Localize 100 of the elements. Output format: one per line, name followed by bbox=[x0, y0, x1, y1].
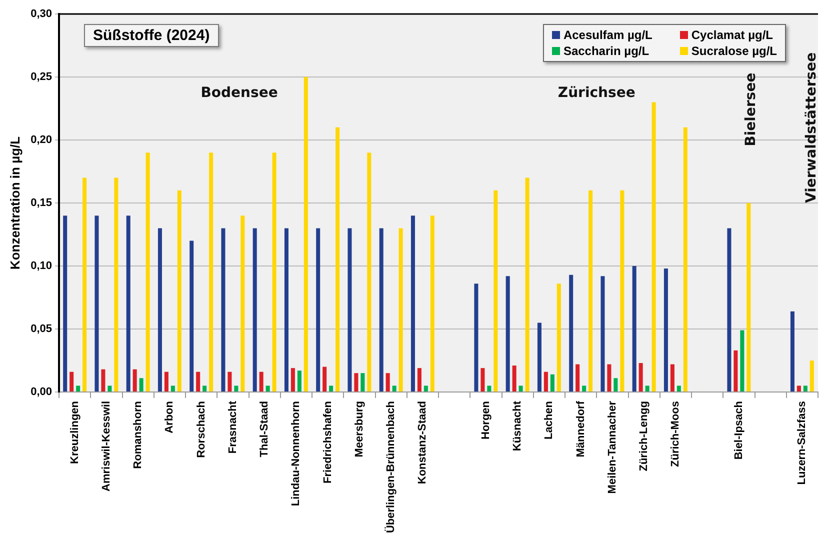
bar bbox=[607, 364, 612, 392]
x-tick-label: Küsnacht bbox=[512, 400, 524, 452]
bar bbox=[63, 216, 68, 392]
x-tick-label: Konstanz-Staad bbox=[416, 400, 429, 484]
bar bbox=[746, 203, 751, 392]
legend-label: Sucralose µg/L bbox=[691, 44, 777, 58]
bar bbox=[576, 364, 580, 392]
bar bbox=[221, 228, 226, 392]
bar bbox=[638, 363, 643, 392]
x-tick-label: Frasnacht bbox=[226, 400, 239, 454]
bar bbox=[266, 386, 270, 392]
bar bbox=[360, 373, 365, 392]
text: Süßstoffe (2024) bbox=[84, 24, 219, 47]
y-tick-label: 0,25 bbox=[30, 71, 52, 84]
bar bbox=[76, 386, 80, 392]
y-tick-label: 0,00 bbox=[30, 386, 52, 398]
bar bbox=[727, 228, 732, 392]
bar bbox=[252, 228, 257, 392]
bar bbox=[537, 322, 542, 392]
x-tick-label: Meersburg bbox=[353, 400, 366, 458]
annotation: Zürichsee bbox=[558, 85, 636, 102]
x-tick-label: Lachen bbox=[543, 400, 556, 440]
bar bbox=[620, 190, 624, 392]
bar bbox=[272, 152, 276, 392]
bar bbox=[417, 368, 422, 392]
bar bbox=[614, 378, 618, 392]
bar bbox=[556, 284, 561, 392]
bar bbox=[139, 378, 144, 392]
bar bbox=[367, 152, 372, 392]
bar bbox=[284, 228, 288, 392]
bar bbox=[550, 374, 554, 392]
annotation: Vierwaldstättersee bbox=[803, 52, 820, 203]
bar bbox=[94, 216, 99, 392]
bar bbox=[146, 152, 150, 392]
bar bbox=[114, 178, 118, 392]
bar bbox=[740, 330, 744, 392]
bar bbox=[297, 370, 302, 392]
bar bbox=[790, 311, 794, 392]
bar bbox=[600, 276, 605, 392]
bar bbox=[796, 386, 801, 392]
bar bbox=[132, 369, 137, 392]
legend-label: Acesulfam µg/L bbox=[563, 28, 652, 42]
bar bbox=[329, 386, 334, 392]
bar bbox=[664, 268, 668, 392]
bar bbox=[70, 372, 74, 392]
bar bbox=[518, 386, 523, 392]
bar bbox=[670, 364, 674, 392]
bar bbox=[386, 373, 390, 392]
bar bbox=[158, 228, 162, 392]
bar bbox=[316, 228, 320, 392]
bar bbox=[803, 386, 808, 392]
bar bbox=[810, 360, 814, 392]
bar bbox=[348, 228, 352, 392]
legend-label: Saccharin µg/L bbox=[563, 44, 650, 58]
x-tick-label: Horgen bbox=[480, 400, 492, 440]
bar bbox=[734, 350, 738, 392]
bar bbox=[487, 386, 492, 392]
bar bbox=[234, 386, 238, 392]
x-tick-label: Kreuzlingen bbox=[68, 400, 81, 464]
y-tick-label: 0,05 bbox=[30, 323, 52, 336]
bar bbox=[322, 366, 327, 392]
bar bbox=[676, 386, 681, 392]
bar bbox=[379, 228, 384, 392]
bar bbox=[354, 373, 358, 392]
x-tick-label: Arbon bbox=[164, 400, 176, 434]
bar bbox=[392, 386, 396, 392]
bar bbox=[544, 372, 548, 392]
x-tick-label: Rorschach bbox=[195, 400, 208, 458]
y-tick-label: 0,20 bbox=[30, 134, 52, 146]
bar bbox=[126, 216, 130, 392]
y-tick-label: 0,10 bbox=[30, 260, 52, 272]
x-tick-label: Überlingen-Brünnenbach bbox=[384, 400, 398, 534]
bar bbox=[108, 386, 112, 392]
x-tick-label: Zürich-Lengg bbox=[638, 400, 650, 472]
legend-label: Cyclamat µg/L bbox=[691, 28, 773, 42]
bar bbox=[582, 386, 586, 392]
x-tick-label: Thal-Staad bbox=[258, 400, 271, 458]
bar bbox=[512, 366, 516, 392]
bar bbox=[632, 266, 636, 392]
bar bbox=[683, 127, 688, 392]
bar bbox=[480, 368, 485, 392]
x-tick-label: Zürich-Moos bbox=[670, 400, 682, 467]
bar bbox=[430, 216, 434, 392]
x-tick-label: Lindau-Nonnenhorn bbox=[290, 400, 302, 506]
bar bbox=[228, 372, 232, 392]
bar bbox=[588, 190, 593, 392]
bar bbox=[240, 216, 245, 392]
x-tick-label: Romanshorn bbox=[132, 400, 144, 469]
bar bbox=[424, 386, 428, 392]
annotation: Bielersee bbox=[743, 72, 760, 146]
x-tick-label: Männedorf bbox=[574, 400, 587, 458]
bar bbox=[170, 386, 175, 392]
bar bbox=[398, 228, 403, 392]
bar bbox=[410, 216, 415, 392]
bar bbox=[209, 152, 214, 392]
y-tick-label: 0,30 bbox=[30, 8, 52, 20]
bar bbox=[290, 368, 295, 392]
bar bbox=[190, 240, 194, 392]
bar bbox=[202, 386, 207, 392]
bar bbox=[645, 386, 650, 392]
